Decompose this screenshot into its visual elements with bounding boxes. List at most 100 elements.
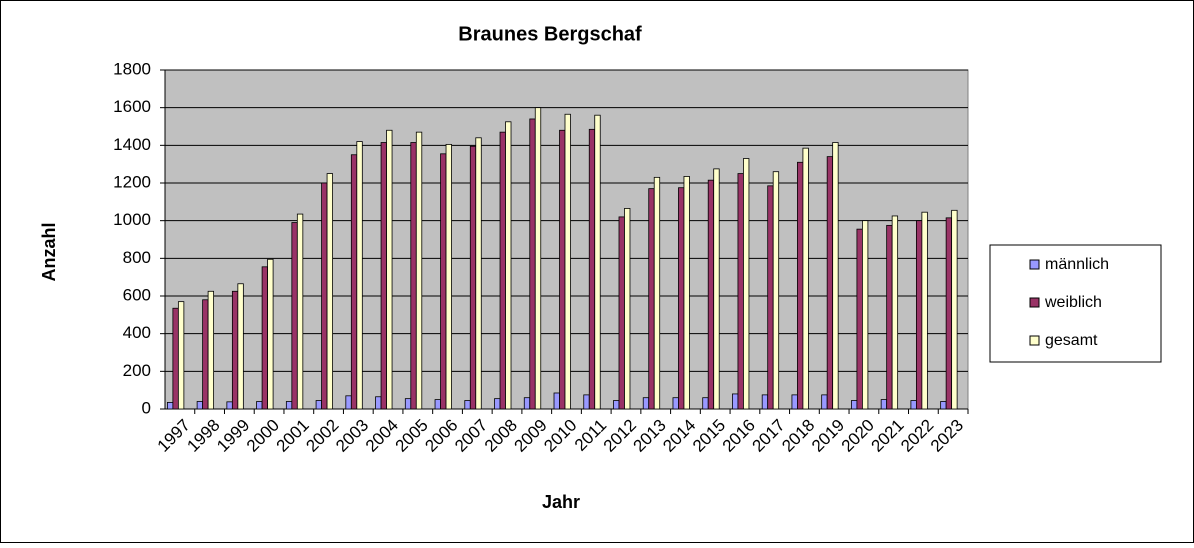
bar xyxy=(826,156,834,410)
bar xyxy=(653,176,661,410)
bar xyxy=(732,393,739,410)
legend-swatch xyxy=(1029,259,1040,270)
bar xyxy=(683,176,690,410)
y-tick-label: 1800 xyxy=(113,59,151,78)
legend-swatch xyxy=(1029,335,1040,346)
bar xyxy=(583,394,590,410)
legend xyxy=(989,244,1162,363)
bar xyxy=(564,113,571,410)
bar xyxy=(553,392,560,410)
bar xyxy=(891,215,899,410)
bar xyxy=(475,137,482,410)
y-tick-label: 200 xyxy=(123,361,151,380)
bar xyxy=(256,401,263,410)
y-axis-label: Anzahl xyxy=(39,222,59,281)
bar xyxy=(434,399,441,410)
bar xyxy=(761,394,769,410)
bar xyxy=(267,258,274,410)
y-tick-label: 800 xyxy=(123,248,151,267)
y-tick-label: 1600 xyxy=(113,97,151,116)
bar xyxy=(880,399,888,410)
y-tick-label: 1000 xyxy=(113,210,151,229)
bar xyxy=(832,142,839,410)
bar xyxy=(767,185,774,410)
bar xyxy=(237,283,244,410)
bar xyxy=(951,209,958,410)
bar xyxy=(940,401,947,410)
bar xyxy=(613,400,620,410)
y-tick-label: 600 xyxy=(123,285,151,304)
bar xyxy=(588,128,596,410)
bar xyxy=(231,290,239,410)
legend-label: männlich xyxy=(1045,256,1109,273)
bar xyxy=(404,398,412,410)
bar xyxy=(797,161,804,410)
legend-label: weiblich xyxy=(1044,294,1102,311)
bar xyxy=(915,220,923,410)
bar xyxy=(285,401,293,410)
bar xyxy=(445,143,452,410)
bar xyxy=(791,394,798,410)
bar xyxy=(350,154,358,410)
bar xyxy=(851,400,858,410)
bar xyxy=(410,142,417,410)
y-tick-label: 1400 xyxy=(113,135,151,154)
bar xyxy=(945,217,953,410)
bar xyxy=(886,224,893,410)
bar xyxy=(529,118,536,410)
bar xyxy=(177,301,185,410)
bar xyxy=(642,397,650,410)
bar xyxy=(523,397,531,410)
bar xyxy=(910,400,917,410)
bar xyxy=(494,398,501,410)
bar xyxy=(380,142,387,410)
bar xyxy=(505,121,512,410)
bar xyxy=(166,402,174,410)
bar xyxy=(464,400,471,410)
y-tick-label: 0 xyxy=(142,398,151,417)
bar xyxy=(172,307,179,410)
bar xyxy=(196,401,204,410)
y-tick-label: 1200 xyxy=(113,172,151,191)
y-tick-label: 400 xyxy=(123,323,151,342)
bar xyxy=(772,171,780,410)
bar xyxy=(321,182,328,410)
bar xyxy=(261,266,268,410)
bar xyxy=(618,216,625,410)
bar xyxy=(202,299,209,410)
bar xyxy=(802,147,809,410)
bar xyxy=(713,168,720,410)
bar xyxy=(469,145,477,410)
bar xyxy=(648,188,655,410)
bar xyxy=(594,114,601,410)
bar xyxy=(672,397,679,410)
bar xyxy=(315,400,322,410)
bar xyxy=(356,141,363,410)
bar xyxy=(921,211,928,410)
bar xyxy=(821,394,828,410)
bar xyxy=(862,220,869,410)
bar xyxy=(326,173,333,410)
bar xyxy=(296,213,304,410)
bar xyxy=(291,222,298,410)
bar xyxy=(499,131,506,410)
bar xyxy=(375,396,382,410)
bar xyxy=(743,158,750,410)
legend-label: gesamt xyxy=(1045,332,1098,349)
bar xyxy=(226,401,233,410)
bar xyxy=(345,395,352,410)
bar xyxy=(737,173,744,410)
x-axis-label: Jahr xyxy=(542,492,580,512)
bar xyxy=(707,179,715,410)
bar xyxy=(624,208,631,410)
bar xyxy=(207,290,215,410)
chart-title: Braunes Bergschaf xyxy=(458,23,642,45)
bar xyxy=(856,228,863,410)
bar xyxy=(534,107,542,410)
bar xyxy=(678,187,685,410)
legend-swatch xyxy=(1029,297,1040,308)
bar xyxy=(702,397,709,410)
bar xyxy=(386,129,393,410)
bar xyxy=(559,129,566,410)
